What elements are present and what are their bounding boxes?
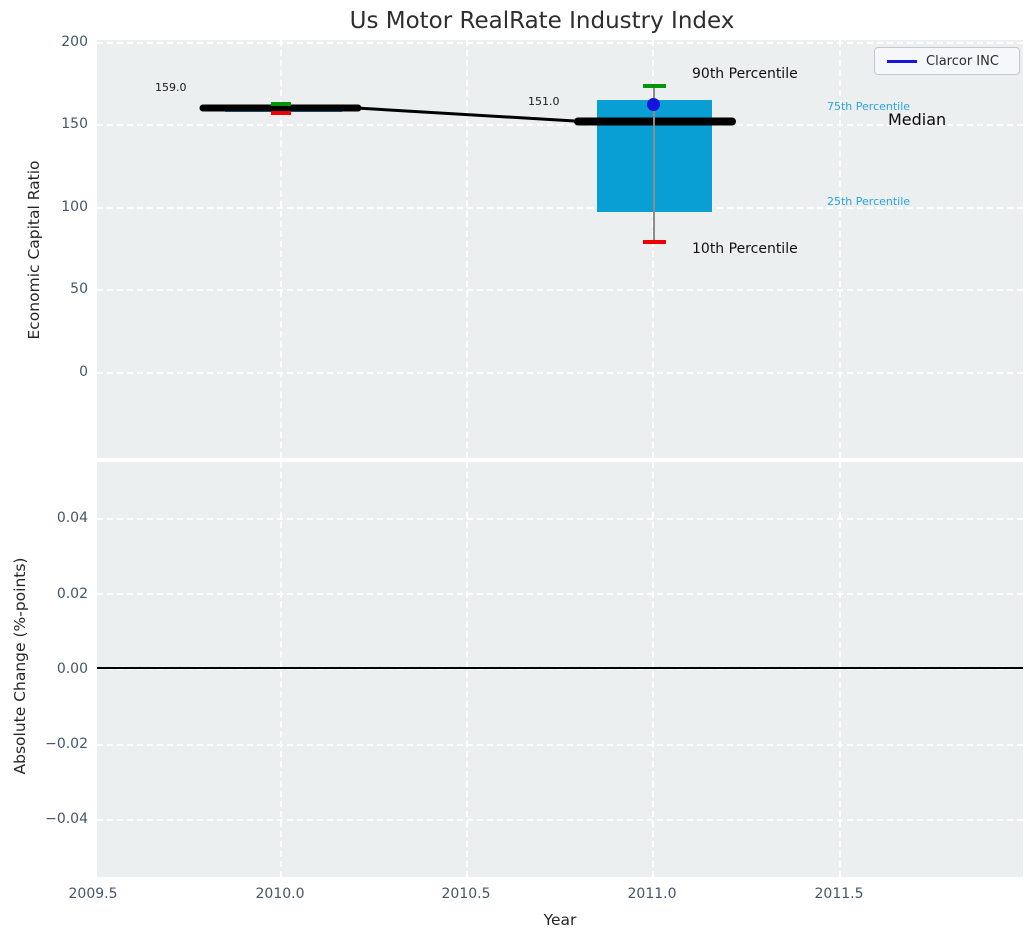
gridline-h-200 (97, 42, 1023, 44)
gridline-h-100 (97, 207, 1023, 209)
median-annotation-2011: 151.0 (528, 95, 560, 108)
ytick-top-0: 0 (79, 364, 88, 380)
gridline-h-000 (97, 668, 1023, 670)
gridline-h-004 (97, 518, 1023, 520)
ytick-bottom-000: 0.00 (56, 661, 88, 677)
xtick-2009-5: 2009.5 (68, 886, 118, 902)
p75-percentile-label: 75th Percentile (827, 100, 911, 113)
p10-percentile-label: 10th Percentile (692, 241, 798, 257)
gridline-h-002 (97, 593, 1023, 595)
gridline-h-0 (97, 372, 1023, 374)
xtick-2010-0: 2010.0 (255, 886, 305, 902)
bottom-y-axis-label: Absolute Change (%-points) (11, 557, 29, 775)
legend-line-swatch (887, 59, 917, 63)
ytick-bottom-004: 0.04 (56, 510, 88, 526)
ytick-bottom-m002: −0.02 (45, 736, 88, 752)
gridline-v-2010-5 (466, 40, 468, 458)
top-y-axis-label: Economic Capital Ratio (25, 160, 43, 340)
clarcor-data-point (647, 98, 660, 111)
p10-cap-2010 (271, 111, 291, 115)
p90-cap-2011 (643, 84, 666, 88)
chart-title: Us Motor RealRate Industry Index (349, 8, 735, 34)
gridline-v-2010 (280, 40, 282, 458)
gridline-v-2010 (280, 462, 282, 877)
xtick-2010-5: 2010.5 (441, 886, 491, 902)
p25-percentile-label: 25th Percentile (827, 195, 911, 208)
p90-cap-2010 (271, 102, 291, 106)
gridline-h-50 (97, 289, 1023, 291)
p90-percentile-label: 90th Percentile (692, 66, 798, 82)
ytick-bottom-m004: −0.04 (45, 811, 88, 827)
median-line (199, 104, 736, 126)
gridline-v-2010-5 (466, 462, 468, 877)
xtick-2011-0: 2011.0 (627, 886, 677, 902)
p10-cap-2011 (643, 240, 666, 244)
ytick-bottom-002: 0.02 (56, 586, 88, 602)
xtick-2011-5: 2011.5 (814, 886, 864, 902)
gridline-v-2011-5 (839, 462, 841, 877)
gridline-v-2011-5 (839, 40, 841, 458)
legend: Clarcor INC (874, 47, 1020, 75)
gridline-h-150 (97, 124, 1023, 126)
legend-series-label: Clarcor INC (926, 53, 999, 69)
median-annotation-2010: 159.0 (155, 81, 187, 94)
top-plot-area (97, 40, 1023, 458)
ytick-top-200: 200 (61, 34, 88, 50)
gridline-v-2011 (652, 40, 654, 458)
zero-change-line (97, 667, 1023, 669)
gridline-v-2011 (652, 462, 654, 877)
median-label: Median (888, 110, 947, 129)
gridline-h-m002 (97, 744, 1023, 746)
whisker-2011 (653, 86, 655, 242)
bottom-plot-area (97, 462, 1023, 877)
x-axis-label: Year (543, 911, 577, 929)
ytick-top-50: 50 (70, 281, 88, 297)
ytick-top-150: 150 (61, 116, 88, 132)
gridline-h-m004 (97, 819, 1023, 821)
ytick-top-100: 100 (61, 199, 88, 215)
